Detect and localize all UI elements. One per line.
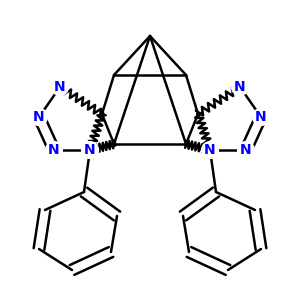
Circle shape: [232, 79, 248, 95]
Text: N: N: [84, 143, 96, 157]
Circle shape: [202, 142, 218, 158]
Text: N: N: [204, 143, 216, 157]
Text: N: N: [33, 110, 45, 124]
Text: N: N: [234, 80, 246, 94]
Circle shape: [82, 142, 98, 158]
Circle shape: [253, 109, 269, 125]
Text: N: N: [54, 80, 66, 94]
Text: N: N: [240, 143, 252, 157]
Circle shape: [238, 142, 254, 158]
Circle shape: [31, 109, 47, 125]
Circle shape: [52, 79, 68, 95]
Text: N: N: [255, 110, 267, 124]
Text: N: N: [48, 143, 60, 157]
Circle shape: [46, 142, 62, 158]
